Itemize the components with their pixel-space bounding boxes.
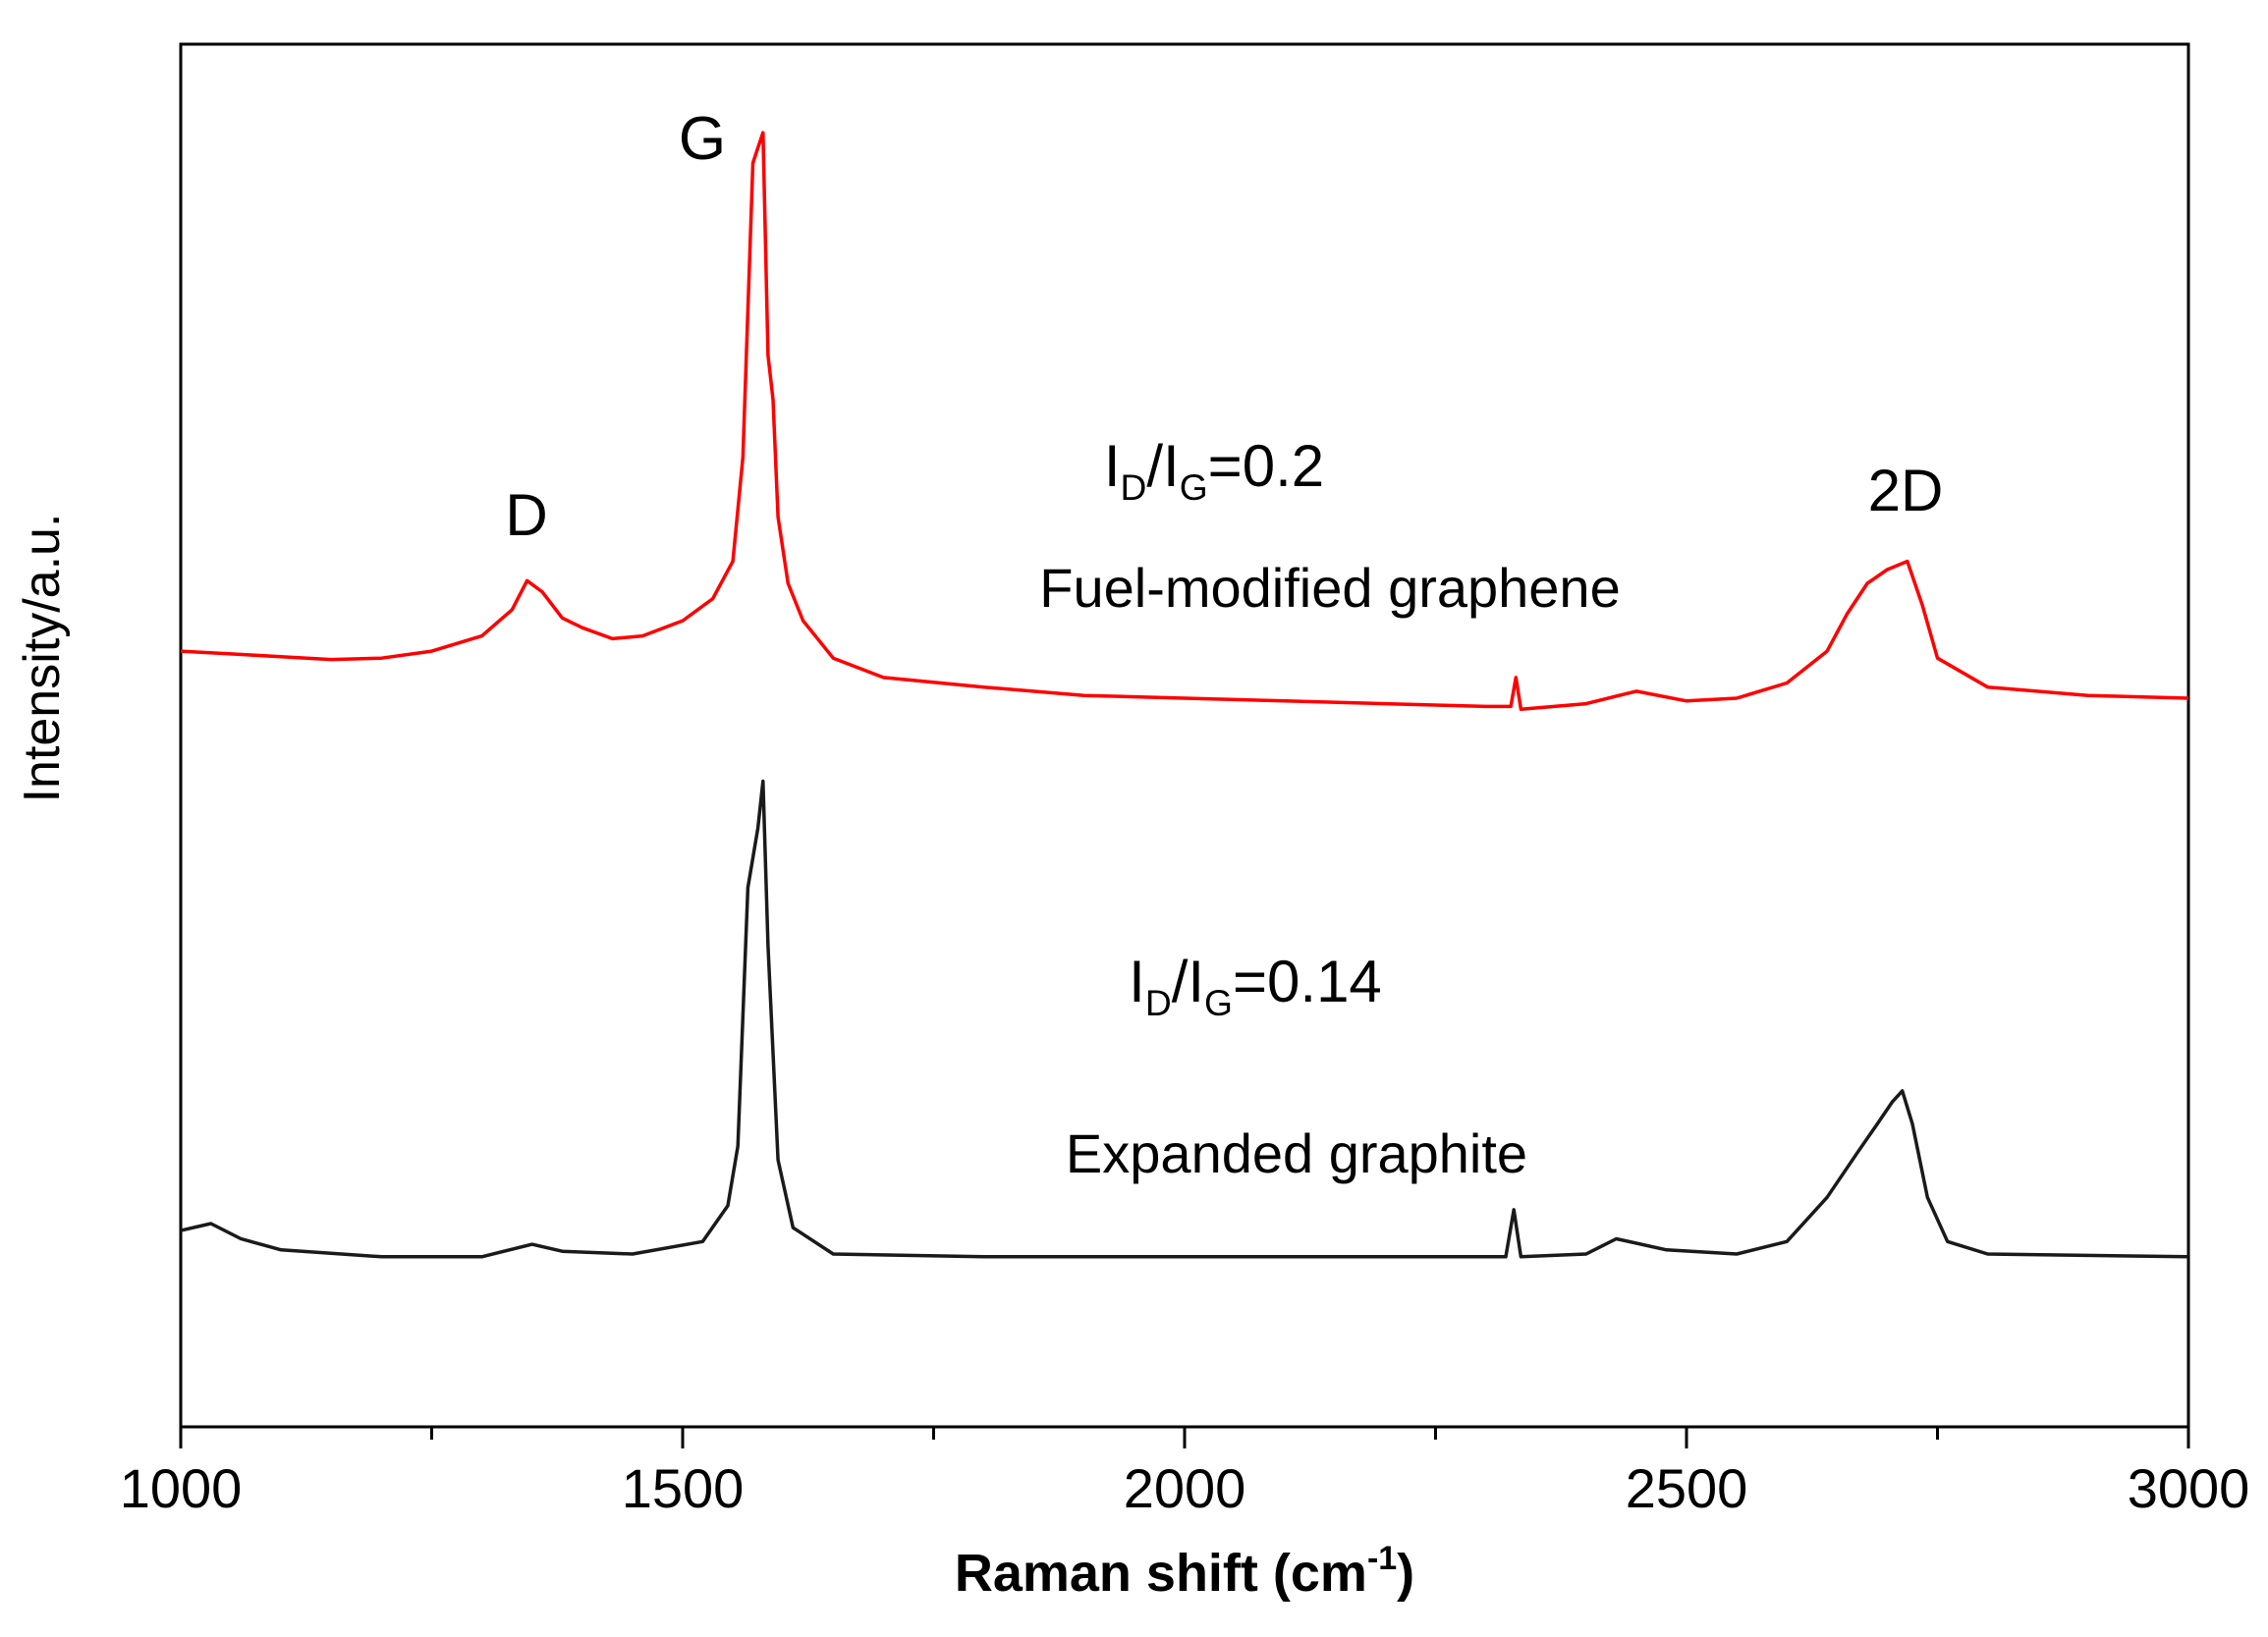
annotation: 2D [1868,458,1944,523]
annotation-part: =0.14 [1233,949,1382,1014]
annotation-part: I [1104,433,1121,499]
annotation: ID/IG=0.14 [1129,949,1382,1023]
x-axis-label: Raman shift (cm-1) [955,1540,1414,1603]
annotation: G [679,105,726,173]
annotation-part: /I [1146,433,1179,499]
x-tick-label: 1500 [622,1457,745,1519]
annotation-part: G [1204,982,1233,1023]
annotation-part: /I [1172,949,1204,1014]
x-axis-label-part: Raman shift (cm [955,1544,1367,1603]
spectrum-line [180,779,2189,1259]
y-axis-label: Intensity/a.u. [14,514,71,803]
annotation-part: I [1129,949,1145,1014]
annotation-part: D [1121,466,1147,508]
annotation: ID/IG=0.2 [1104,433,1324,508]
x-tick-label: 1000 [120,1457,243,1519]
annotation: Fuel-modified graphene [1039,557,1620,619]
annotation-part: G [1180,466,1208,508]
annotation-part: =0.2 [1208,433,1324,499]
x-tick-label: 3000 [2128,1457,2250,1519]
plot-frame [179,42,2190,1429]
annotation: Expanded graphite [1066,1122,1527,1184]
x-axis-label-part: ) [1397,1544,1414,1603]
annotation-part: D [1145,982,1172,1023]
x-axis-label-part: -1 [1367,1540,1397,1577]
x-tick-label: 2500 [1626,1457,1748,1519]
x-tick-label: 2000 [1124,1457,1246,1519]
annotation: D [505,482,547,548]
spectrum-line [180,131,2189,711]
